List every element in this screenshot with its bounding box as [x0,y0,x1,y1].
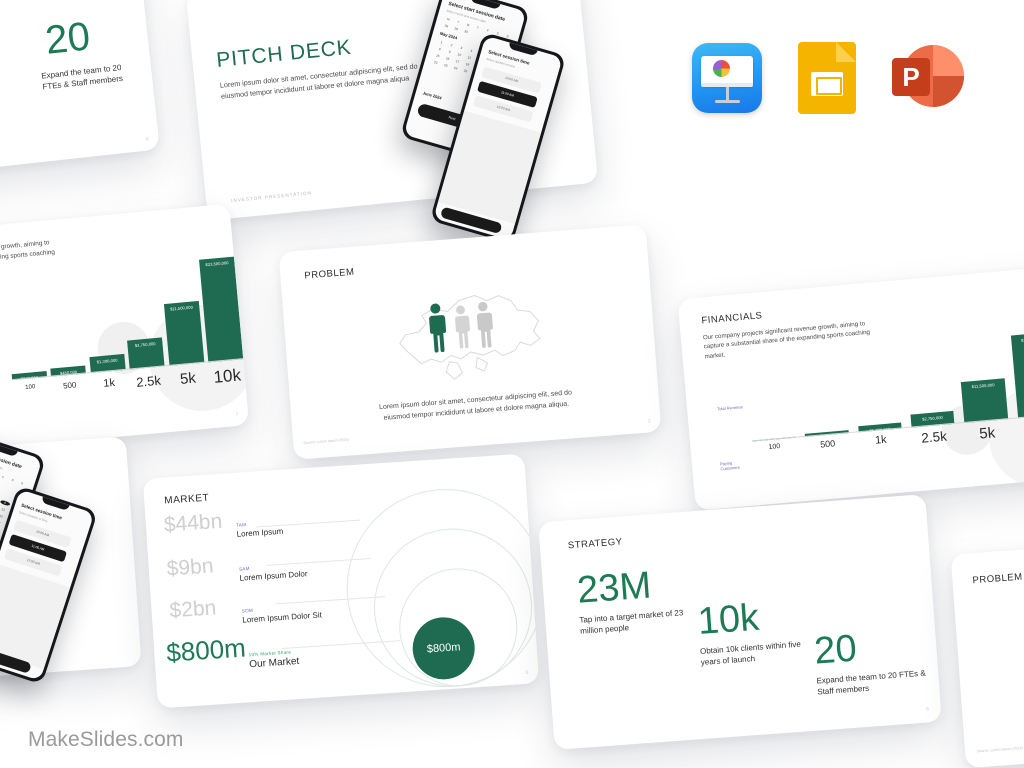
slide-title: STRATEGY [567,536,623,552]
strategy-stat-number: 23M [575,564,653,612]
strategy-stat-text: Tap into a target market of 23 million p… [579,608,684,636]
google-slides-icon[interactable] [798,42,856,114]
person-icon-highlighted [429,303,447,353]
market-row: $44bn TAM Lorem Ipsum [163,506,283,544]
bar-value-label: $11,500,000 [971,381,995,389]
bar: $11,500,000 [961,377,1008,423]
compatible-apps-row: P [692,42,964,114]
keynote-stem [726,87,729,101]
page-number: 3 [647,418,651,425]
market-row-our-market: $800m 10% Market Share Our Market [165,629,299,676]
slide-problem-partial-right[interactable]: PROBLEM Source: Lorem Ipsum (2024) [950,529,1024,768]
google-slides-window-inner [816,77,842,95]
slide-body: Lorem ipsum dolor sit amet, consectetur … [378,389,573,422]
market-row: $9bn SAM Lorem Ipsum Dolor [166,548,308,587]
slide-problem[interactable]: PROBLEM Lorem ipsum dolor sit amet, cons… [278,224,662,460]
slide-market[interactable]: MARKET $800m $44bn TAM Lorem Ipsum $9 [142,453,540,709]
slide-financials[interactable]: FINANCIALS Our company projects signific… [677,265,1024,511]
partial-stat-20-text: Expand the team to 20 FTEs & Staff membe… [40,62,124,92]
slide-title: FINANCIALS [700,310,763,327]
strategy-stat-number: 20 [812,627,859,673]
strategy-stat: 20 Expand the team to 20 FTEs & Staff me… [813,624,930,698]
market-row-label: Lorem Ipsum [236,526,284,539]
market-row-label: Our Market [248,655,300,671]
x-axis-label-text: Paying Customers [719,460,740,472]
bar-value-label: $11,500,000 [169,304,194,312]
strategy-stat: 23M Tap into a target market of 23 milli… [576,563,698,637]
powerpoint-quadrant-light [933,45,964,76]
page-number: 6 [925,706,930,713]
powerpoint-icon[interactable]: P [892,43,964,113]
map-outline-illustration [399,294,541,380]
market-bubble-label: $800m [426,641,461,656]
market-row-value: $800m [165,632,247,668]
strategy-stat-number: 10k [696,596,761,644]
market-row-value: $2bn [168,596,217,623]
bar-value-label: $2,750,000 [921,414,944,422]
powerpoint-quadrant-dark [933,76,964,107]
slide-title: MARKET [163,492,210,507]
slide-source: Source: Lorem Ipsum (2024) [303,437,350,446]
slide-source: Source: Lorem Ipsum (2024) [976,745,1023,754]
slide-financials-partial-left[interactable]: ue growth, aiming to nding sports coachi… [0,203,250,463]
strategy-stat-text: Obtain 10k clients within five years of … [699,639,802,667]
site-brand-wordmark[interactable]: MakeSlides.com [28,728,184,751]
market-row-value: $44bn [163,509,223,537]
bar: $23,500,000 [199,256,244,363]
market-row: $2bn SOM Lorem Ipsum Dolor Sit [169,589,322,629]
bar: $2,750,000 [127,337,165,370]
phone-month-label: May 2024 [439,30,458,41]
bar-value-label: $2,750,000 [134,340,156,348]
bar-value-label: $23,500,000 [205,260,229,268]
keynote-foot [715,100,740,103]
y-axis-label: Total Revenue [716,404,747,412]
person-icon-muted [455,305,470,349]
bar-value-label: $1,300,000 [96,357,118,365]
person-icon-muted [476,301,493,348]
financials-bar-chart: $230,000 $480,000 $1,300,000 $2,750,000 … [2,248,244,382]
slide-title: PITCH DECK [215,35,353,72]
bar: $23,500,000 [1010,332,1024,419]
x-axis-label: Paying Customers [719,459,753,472]
powerpoint-letter-p: P [892,58,930,96]
slide-title: PROBLEM [304,266,355,282]
slide-strategy-partial-topleft[interactable]: k s within nch 20 Expand the team to 20 … [0,0,160,182]
slide-strategy[interactable]: STRATEGY 23M Tap into a target market of… [538,494,942,750]
keynote-pie-chart [713,60,730,77]
keynote-tray [701,83,753,87]
partial-stat-20-number: 20 [43,14,93,63]
page-number: 6 [145,136,150,143]
y-axis-label-text: Total Revenue [716,404,743,412]
market-row-value: $9bn [166,554,215,581]
market-row-label: Lorem Ipsum Dolor [239,569,308,583]
keynote-icon[interactable] [692,43,762,113]
chart-bars: $230,000 $480,000 $1,300,000 $2,750,000 … [2,248,244,382]
bar: $11,500,000 [163,301,204,366]
slide-footer: INVESTOR PRESENTATION [230,190,313,204]
phone-month-label-next: June 2024 [422,90,443,101]
strategy-stat: 10k Obtain 10k clients within five years… [696,594,819,668]
bar-value-label: $23,500,000 [1020,335,1024,343]
page-number: 5 [525,669,529,676]
slide-title: PROBLEM [972,571,1023,587]
page-number: 7 [235,411,239,419]
powerpoint-circle [902,45,964,107]
strategy-stat-text: Expand the team to 20 FTEs & Staff membe… [816,668,926,697]
